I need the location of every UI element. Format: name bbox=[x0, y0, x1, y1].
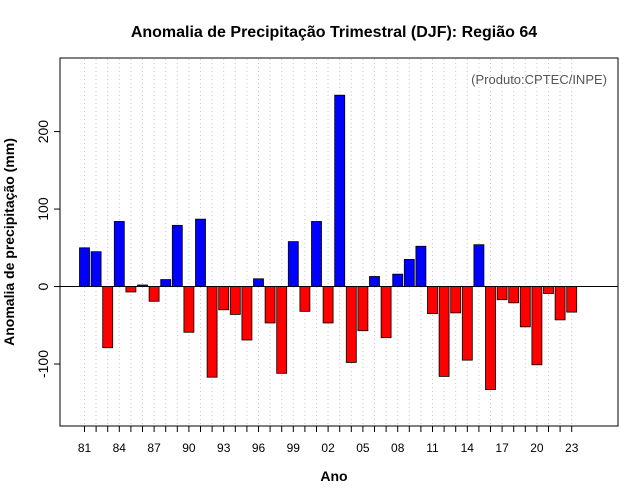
bar-98 bbox=[276, 286, 288, 374]
bar-19 bbox=[519, 286, 531, 328]
bar-23 bbox=[566, 286, 578, 313]
x-tick-label: 14 bbox=[461, 441, 475, 455]
bar-85 bbox=[125, 286, 137, 293]
y-tick-label: 100 bbox=[35, 197, 51, 221]
x-tick-label: 20 bbox=[530, 441, 544, 455]
bar-17 bbox=[496, 286, 508, 301]
bar-15 bbox=[473, 244, 485, 287]
bar-07 bbox=[380, 286, 392, 339]
bar-20 bbox=[531, 286, 543, 366]
bar-22 bbox=[554, 286, 566, 321]
bar-82 bbox=[90, 251, 102, 287]
x-tick-label: 11 bbox=[426, 441, 439, 455]
bar-96 bbox=[253, 278, 264, 287]
bar-06 bbox=[369, 276, 380, 287]
x-tick-label: 08 bbox=[391, 441, 405, 455]
bar-02 bbox=[322, 286, 334, 324]
bar-97 bbox=[264, 286, 276, 324]
bar-86 bbox=[137, 284, 148, 287]
bar-81 bbox=[79, 247, 90, 287]
bar-99 bbox=[287, 241, 299, 287]
bars bbox=[79, 94, 578, 390]
y-tick-label: 0 bbox=[35, 282, 51, 290]
x-axis: 81 84 87 90 93 96 99 02 05 08 11 14 17 20 23 bbox=[78, 426, 579, 455]
bar-87 bbox=[148, 286, 160, 302]
x-tick-label: 93 bbox=[217, 441, 231, 455]
x-tick-label: 05 bbox=[356, 441, 370, 455]
chart-title: Anomalia de Precipitação Trimestral (DJF… bbox=[131, 24, 537, 41]
x-tick-label: 96 bbox=[252, 441, 266, 455]
bar-08 bbox=[392, 273, 404, 287]
bar-90 bbox=[183, 286, 195, 333]
bar-21 bbox=[543, 286, 554, 294]
bar-14 bbox=[461, 286, 473, 361]
bar-92 bbox=[206, 286, 218, 378]
x-tick-label: 23 bbox=[565, 441, 579, 455]
bar-94 bbox=[229, 286, 241, 315]
plot-frame bbox=[59, 57, 619, 427]
bar-01 bbox=[311, 221, 322, 287]
bar-16 bbox=[485, 286, 496, 390]
bar-93 bbox=[218, 286, 230, 311]
y-axis-label: Anomalia de precipitação (mm) bbox=[1, 138, 17, 346]
x-tick-label: 84 bbox=[113, 441, 127, 455]
bar-89 bbox=[171, 224, 183, 287]
y-tick-label: 200 bbox=[35, 120, 51, 144]
bar-04 bbox=[345, 286, 357, 363]
bar-05 bbox=[357, 286, 369, 332]
x-tick-label: 81 bbox=[78, 441, 92, 455]
bar-03 bbox=[334, 94, 346, 287]
bar-11 bbox=[427, 286, 438, 315]
bar-00 bbox=[299, 286, 311, 312]
bar-10 bbox=[415, 245, 427, 287]
bar-83 bbox=[102, 286, 114, 349]
bar-12 bbox=[438, 286, 450, 377]
bar-88 bbox=[160, 279, 172, 287]
x-tick-label: 87 bbox=[147, 441, 161, 455]
x-tick-label: 99 bbox=[287, 441, 301, 455]
y-axis: -100 0 100 200 bbox=[35, 120, 60, 378]
bar-95 bbox=[241, 286, 253, 341]
x-tick-label: 90 bbox=[182, 441, 196, 455]
grid-lines bbox=[84, 59, 573, 425]
bar-13 bbox=[450, 286, 462, 314]
bar-09 bbox=[403, 259, 415, 287]
x-tick-label: 17 bbox=[495, 441, 509, 455]
credit-label: (Produto:CPTEC/INPE) bbox=[471, 72, 607, 87]
x-tick-label: 02 bbox=[321, 441, 335, 455]
x-axis-label: Ano bbox=[320, 468, 347, 484]
bar-18 bbox=[508, 286, 520, 304]
y-tick-label: -100 bbox=[35, 350, 51, 378]
bar-84 bbox=[113, 221, 125, 287]
bar-91 bbox=[195, 218, 206, 287]
